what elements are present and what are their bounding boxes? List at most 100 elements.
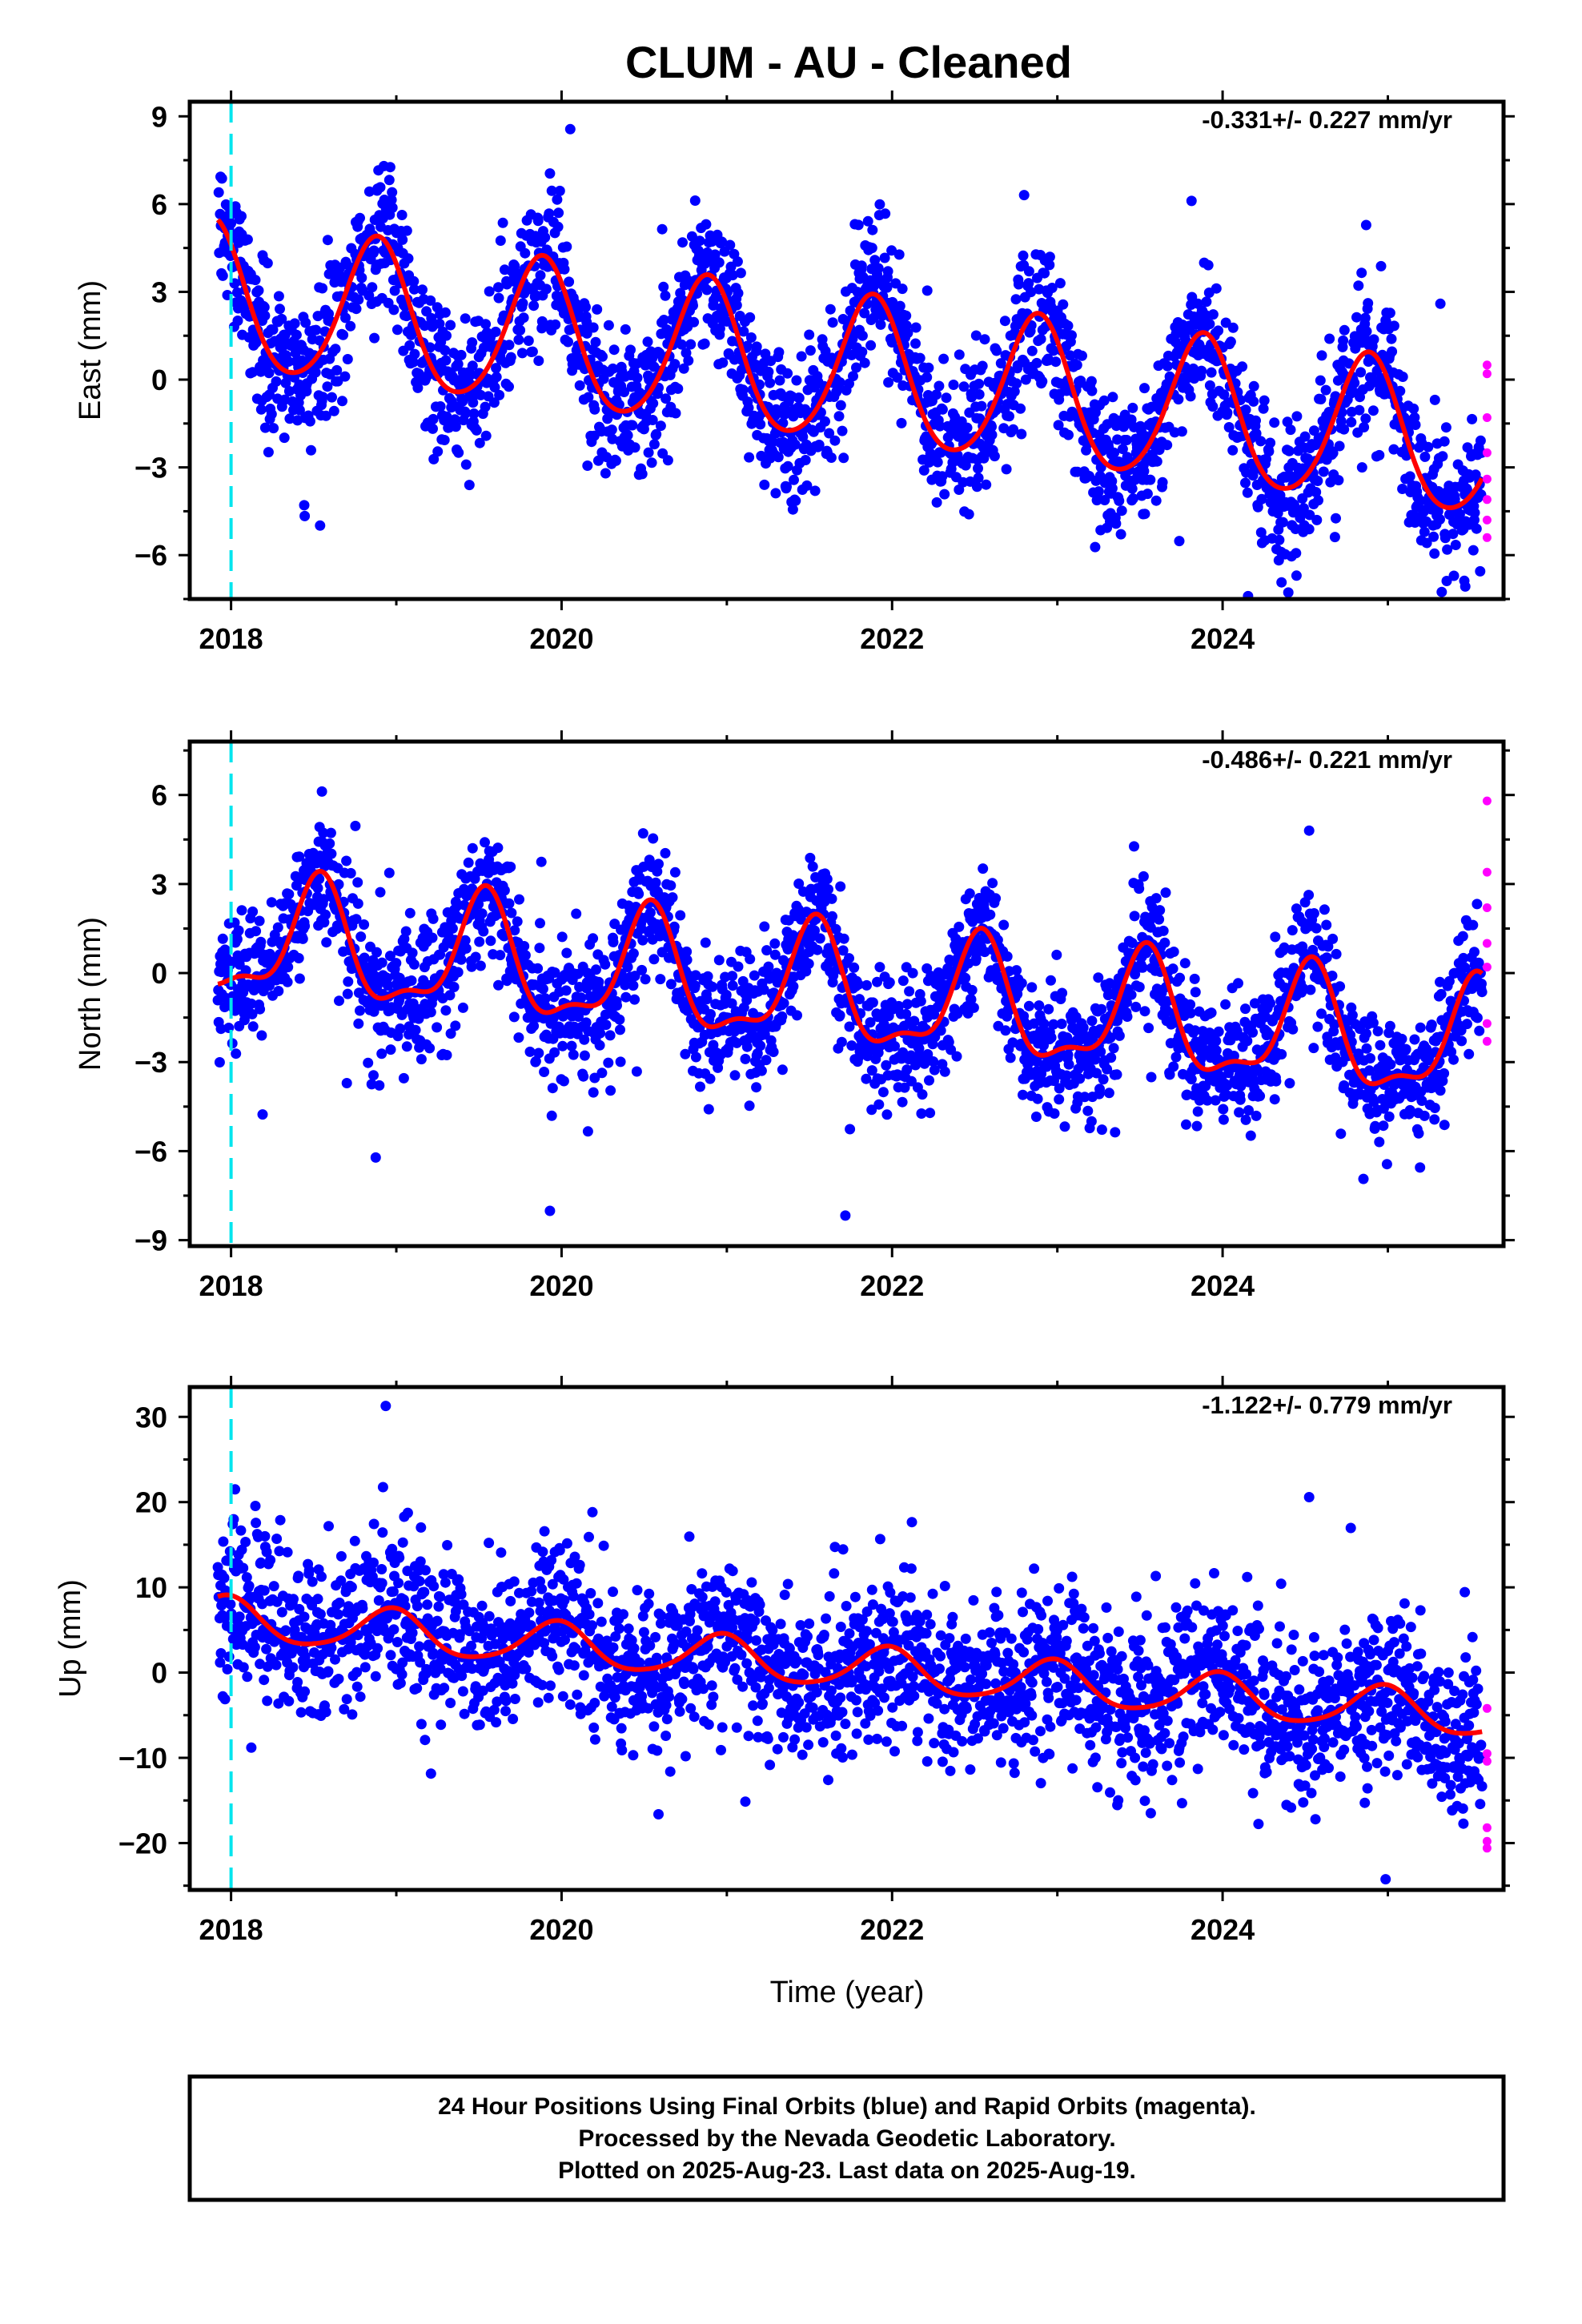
final-orbit-point	[814, 933, 825, 944]
final-orbit-point	[628, 980, 639, 991]
final-orbit-point	[409, 348, 420, 360]
final-orbit-point	[1247, 1027, 1259, 1038]
final-orbit-point	[1139, 1006, 1150, 1017]
final-orbit-point	[484, 286, 495, 297]
final-orbit-point	[447, 923, 458, 934]
final-orbit-point	[648, 833, 659, 844]
final-orbit-point	[554, 185, 565, 196]
final-orbit-point	[680, 1048, 691, 1059]
final-orbit-point	[1435, 976, 1445, 987]
final-orbit-point	[568, 1049, 579, 1060]
final-orbit-point	[1157, 476, 1168, 488]
final-orbit-point	[1258, 403, 1269, 414]
final-orbit-point	[495, 950, 506, 961]
final-orbit-point	[1086, 385, 1098, 396]
final-orbit-point	[655, 974, 666, 985]
final-orbit-point	[396, 210, 408, 220]
final-orbit-point	[294, 973, 305, 984]
final-orbit-point	[1190, 987, 1201, 998]
final-orbit-point	[515, 324, 526, 336]
final-orbit-point	[853, 219, 864, 231]
final-orbit-point	[474, 936, 485, 947]
final-orbit-point	[1086, 376, 1097, 387]
final-orbit-point	[1010, 294, 1022, 305]
final-orbit-point	[1269, 1094, 1280, 1105]
final-orbit-point	[923, 362, 934, 373]
final-orbit-point	[1234, 1107, 1245, 1118]
final-orbit-point	[813, 440, 825, 450]
final-orbit-point	[651, 428, 662, 440]
final-orbit-point	[412, 382, 424, 393]
final-orbit-point	[796, 351, 807, 362]
final-orbit-point	[1404, 471, 1415, 482]
y-tick-label: −6	[135, 539, 167, 572]
final-orbit-point	[1319, 904, 1330, 915]
final-orbit-point	[620, 979, 631, 991]
final-orbit-point	[376, 957, 387, 968]
final-orbit-point	[1000, 1025, 1011, 1036]
final-orbit-point	[821, 874, 833, 885]
final-orbit-point	[579, 1050, 590, 1061]
final-orbit-point	[576, 992, 587, 1003]
final-orbit-point	[367, 282, 378, 293]
final-orbit-point	[778, 998, 789, 1009]
final-orbit-point	[1283, 587, 1294, 598]
final-orbit-point	[713, 257, 725, 268]
final-orbit-point	[306, 444, 316, 456]
final-orbit-point	[1375, 260, 1387, 271]
final-orbit-point	[591, 964, 601, 975]
final-orbit-point	[1049, 1108, 1060, 1119]
final-orbit-point	[1248, 396, 1259, 407]
final-orbit-point	[1429, 1103, 1440, 1113]
final-orbit-point	[1036, 1068, 1047, 1080]
final-orbit-point	[497, 217, 508, 228]
final-orbit-point	[439, 435, 450, 445]
final-orbit-point	[661, 393, 672, 404]
final-orbit-point	[1220, 999, 1231, 1010]
final-orbit-point	[1218, 1104, 1229, 1115]
final-orbit-point	[1044, 259, 1055, 271]
final-orbit-point	[901, 310, 912, 321]
final-orbit-point	[881, 1109, 893, 1120]
final-orbit-point	[342, 988, 353, 999]
final-orbit-point	[376, 1048, 387, 1059]
final-orbit-point	[695, 1081, 705, 1092]
final-orbit-point	[384, 951, 396, 962]
final-orbit-point	[425, 1007, 436, 1018]
final-orbit-point	[735, 267, 746, 279]
final-orbit-point	[741, 1041, 753, 1052]
final-orbit-point	[1240, 1114, 1251, 1125]
final-orbit-point	[1150, 495, 1162, 506]
final-orbit-point	[1201, 296, 1212, 308]
final-orbit-point	[854, 994, 865, 1005]
final-orbit-point	[1158, 925, 1169, 936]
final-orbit-point	[767, 436, 778, 448]
final-orbit-point	[231, 1048, 242, 1059]
final-orbit-point	[1139, 509, 1150, 520]
final-orbit-point	[608, 363, 618, 374]
final-orbit-point	[689, 195, 701, 206]
final-orbit-point	[867, 224, 878, 235]
final-orbit-point	[1181, 1119, 1191, 1130]
final-orbit-point	[452, 967, 464, 978]
final-orbit-point	[533, 356, 544, 366]
final-orbit-point	[1186, 1074, 1197, 1085]
final-orbit-point	[1079, 1092, 1090, 1103]
final-orbit-point	[1031, 1055, 1042, 1067]
final-orbit-point	[894, 300, 905, 312]
final-orbit-point	[1252, 501, 1263, 513]
final-orbit-point	[881, 282, 893, 293]
final-orbit-point	[1368, 334, 1379, 345]
final-orbit-point	[865, 1017, 876, 1028]
final-orbit-point	[800, 455, 811, 465]
final-orbit-point	[760, 348, 771, 360]
final-orbit-point	[897, 283, 908, 295]
final-orbit-point	[681, 946, 693, 957]
final-orbit-point	[1139, 383, 1150, 394]
final-orbit-point	[643, 447, 654, 458]
final-orbit-point	[1066, 330, 1077, 341]
final-orbit-point	[755, 419, 766, 430]
final-orbit-point	[1303, 825, 1315, 836]
final-orbit-point	[1255, 436, 1267, 447]
final-orbit-point	[284, 413, 295, 424]
